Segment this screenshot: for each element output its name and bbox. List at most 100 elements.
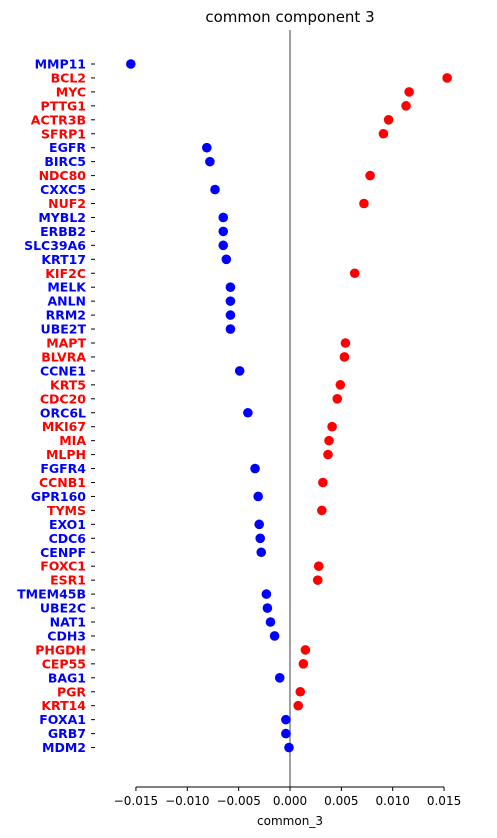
data-point xyxy=(225,324,236,334)
x-tick-label: −0.010 xyxy=(165,794,209,808)
gene-label: CENPF xyxy=(40,545,86,560)
gene-label: MIA xyxy=(59,433,86,448)
gene-label: ESR1 xyxy=(50,573,86,588)
data-point xyxy=(293,700,304,711)
data-point xyxy=(255,533,266,544)
data-point xyxy=(378,128,389,139)
gene-label: MLPH xyxy=(46,447,86,462)
gene-label: TYMS xyxy=(47,503,86,518)
gene-label: FOXA1 xyxy=(39,712,86,727)
gene-label: BIRC5 xyxy=(44,154,86,169)
data-point xyxy=(218,240,229,251)
data-point xyxy=(261,589,272,599)
gene-label: NAT1 xyxy=(50,615,86,630)
gene-label: ANLN xyxy=(47,294,86,309)
data-point xyxy=(202,142,212,153)
data-point xyxy=(442,73,452,83)
data-point xyxy=(332,394,343,404)
data-point xyxy=(205,156,215,167)
data-point xyxy=(265,617,276,627)
x-tick-label: 0.005 xyxy=(324,794,358,808)
data-point xyxy=(298,659,309,669)
gene-label: MMP11 xyxy=(35,57,86,72)
data-point xyxy=(225,310,236,320)
gene-label: FOXC1 xyxy=(40,559,86,574)
gene-label: PHGDH xyxy=(35,642,86,657)
gene-label: CDH3 xyxy=(47,628,86,643)
gene-label: CCNB1 xyxy=(39,475,86,490)
x-axis-label: common_3 xyxy=(257,814,323,828)
gene-label: UBE2T xyxy=(41,322,87,337)
gene-label: GRB7 xyxy=(48,726,86,741)
data-point xyxy=(225,296,236,306)
data-point xyxy=(340,338,351,348)
data-point xyxy=(312,575,323,585)
x-axis-ticks: −0.015 −0.010 −0.005 0.000 0.005 0.010 0.015 xyxy=(114,787,461,808)
data-point xyxy=(339,352,350,362)
data-point xyxy=(262,603,273,613)
gene-label: BCL2 xyxy=(51,70,86,85)
data-point xyxy=(243,407,253,418)
data-point xyxy=(281,728,291,739)
gene-label: MAPT xyxy=(46,336,86,351)
gene-label: SFRP1 xyxy=(41,126,86,141)
gene-label: UBE2C xyxy=(40,601,86,616)
gene-label: TMEM45B xyxy=(17,587,86,602)
data-points xyxy=(126,59,452,753)
chart-title: common component 3 xyxy=(205,8,374,26)
data-point xyxy=(327,421,337,432)
data-point xyxy=(218,226,229,237)
data-point xyxy=(256,547,267,558)
data-point xyxy=(401,101,411,111)
data-point xyxy=(318,477,328,488)
gene-label: PTTG1 xyxy=(41,98,86,113)
data-point xyxy=(250,463,260,474)
gene-label: PGR xyxy=(57,684,86,699)
gene-label: BAG1 xyxy=(48,670,86,685)
gene-label: GPR160 xyxy=(31,489,86,504)
gene-label: ORC6L xyxy=(40,405,86,420)
gene-label: BLVRA xyxy=(41,349,86,364)
data-point xyxy=(284,742,294,753)
data-point xyxy=(300,645,311,655)
data-point xyxy=(317,505,327,516)
data-point xyxy=(225,282,236,293)
x-tick-label: 0.000 xyxy=(273,794,307,808)
data-point xyxy=(254,519,264,530)
gene-label: MKI67 xyxy=(42,419,86,434)
gene-label: MYC xyxy=(56,84,86,99)
data-point xyxy=(313,561,324,571)
gene-label: ERBB2 xyxy=(40,224,86,239)
gene-label: KRT14 xyxy=(41,698,86,713)
x-tick-label: 0.010 xyxy=(376,794,410,808)
gene-label: CCNE1 xyxy=(40,363,86,378)
data-point xyxy=(349,268,360,279)
gene-label: MDM2 xyxy=(42,740,86,755)
gene-label: MELK xyxy=(47,280,87,295)
x-tick-label: −0.005 xyxy=(216,794,260,808)
data-point xyxy=(274,673,285,683)
data-point xyxy=(295,686,306,697)
gene-label: ACTR3B xyxy=(31,112,86,127)
x-tick-label: −0.015 xyxy=(114,794,158,808)
data-point xyxy=(404,87,414,97)
data-point xyxy=(221,254,232,265)
data-point xyxy=(253,491,263,502)
data-point xyxy=(126,59,136,69)
gene-label: EXO1 xyxy=(49,517,86,532)
data-point xyxy=(281,714,291,725)
data-point xyxy=(269,631,280,641)
x-tick-label: 0.015 xyxy=(427,794,461,808)
gene-label: MYBL2 xyxy=(38,210,86,225)
gene-label: NUF2 xyxy=(48,196,86,211)
gene-labels: MMP11BCL2MYCPTTG1ACTR3BSFRP1EGFRBIRC5NDC… xyxy=(17,57,95,755)
gene-label: CDC6 xyxy=(49,531,87,546)
data-point xyxy=(218,212,229,223)
data-point xyxy=(324,435,334,446)
data-point xyxy=(383,115,394,125)
data-point xyxy=(234,366,245,376)
gene-label: SLC39A6 xyxy=(24,238,86,253)
data-point xyxy=(210,184,220,195)
gene-label: KRT5 xyxy=(50,377,86,392)
